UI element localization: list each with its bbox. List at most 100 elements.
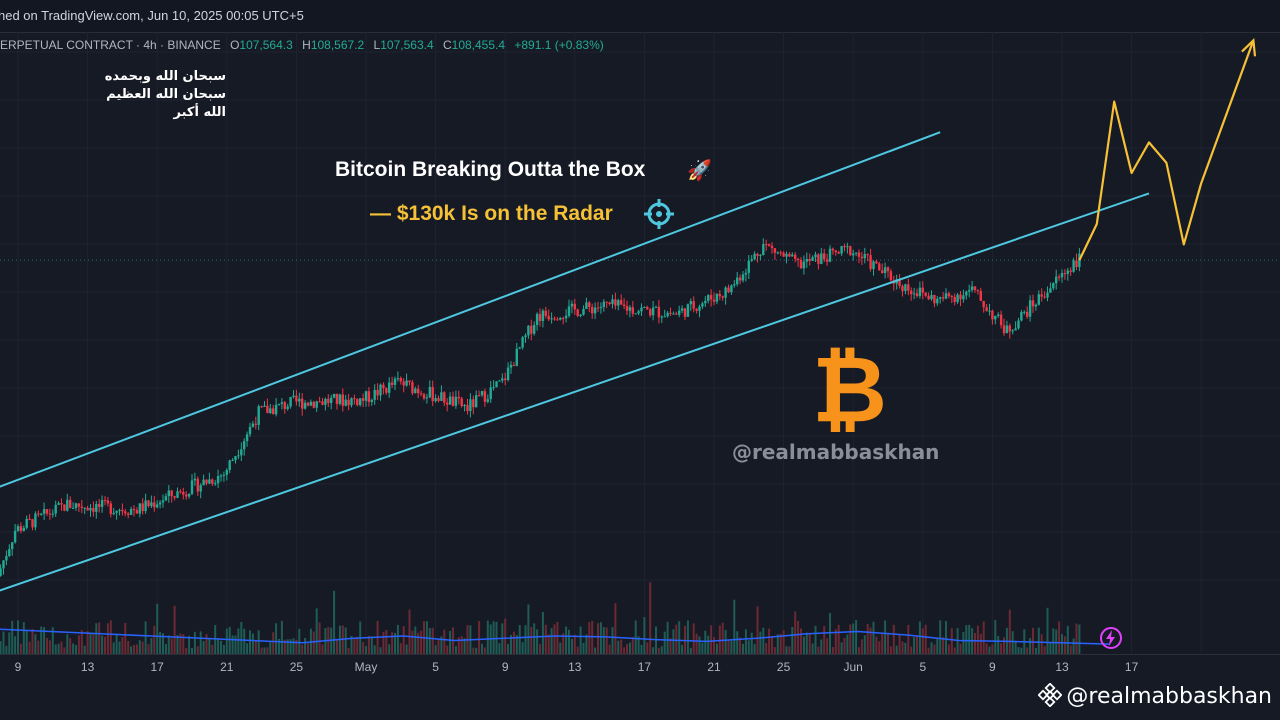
volume-bar bbox=[802, 636, 805, 654]
volume-bar bbox=[66, 634, 69, 654]
volume-bar bbox=[272, 632, 275, 654]
volume-bar bbox=[112, 642, 115, 654]
volume-bar bbox=[689, 647, 692, 654]
change-value: +891.1 (+0.83%) bbox=[514, 38, 604, 52]
volume-bar bbox=[388, 644, 391, 654]
volume-bar bbox=[634, 620, 637, 654]
volume-bar bbox=[289, 639, 292, 654]
candle-body bbox=[370, 399, 373, 403]
volume-bar bbox=[829, 613, 831, 654]
candle-body bbox=[620, 300, 623, 305]
candle-body bbox=[521, 337, 524, 348]
candle-body bbox=[834, 250, 837, 253]
candle-body bbox=[364, 391, 368, 401]
volume-bar bbox=[1066, 625, 1069, 654]
volume-bar bbox=[80, 630, 83, 654]
candle-body bbox=[741, 274, 745, 281]
volume-bar bbox=[417, 632, 420, 654]
candle-body bbox=[779, 252, 782, 254]
candle-body bbox=[985, 307, 988, 312]
candle-body bbox=[22, 527, 25, 531]
volume-bar bbox=[608, 644, 611, 654]
volume-bar bbox=[0, 641, 2, 654]
volume-bar bbox=[1008, 609, 1011, 654]
volume-bar bbox=[185, 647, 188, 654]
candle-body bbox=[573, 303, 576, 310]
volume-bar bbox=[507, 643, 510, 654]
candle-body bbox=[869, 255, 872, 269]
candle-body bbox=[643, 306, 646, 308]
volume-bar bbox=[153, 625, 156, 654]
volume-bar bbox=[475, 647, 478, 654]
volume-bar bbox=[1026, 647, 1029, 654]
volume-bar bbox=[924, 624, 927, 654]
candle-body bbox=[263, 405, 266, 407]
candle-body bbox=[182, 491, 185, 495]
candle-body bbox=[1005, 325, 1009, 334]
volume-bar bbox=[370, 636, 373, 654]
volume-bar bbox=[800, 628, 802, 654]
x-tick-label: 17 bbox=[1124, 660, 1139, 674]
volume-bar bbox=[162, 633, 164, 654]
candle-body bbox=[596, 307, 600, 309]
candle-body bbox=[202, 479, 205, 486]
candle-body bbox=[147, 500, 150, 507]
candle-body bbox=[959, 294, 962, 300]
candle-body bbox=[475, 395, 478, 408]
candle-body bbox=[40, 513, 43, 515]
volume-bar bbox=[982, 621, 985, 654]
volume-bar bbox=[260, 647, 263, 654]
candle-body bbox=[460, 398, 463, 407]
candle-body bbox=[388, 382, 391, 393]
candle-body bbox=[170, 490, 173, 497]
candle-body bbox=[765, 244, 768, 246]
volume-bar bbox=[420, 630, 423, 654]
candle-body bbox=[74, 503, 78, 508]
candle-body bbox=[483, 391, 487, 402]
open-value: 107,564.3 bbox=[239, 38, 293, 52]
candle-body bbox=[750, 259, 753, 261]
projection-arrowhead bbox=[1241, 38, 1257, 57]
volume-bar bbox=[411, 630, 414, 654]
volume-bar bbox=[942, 637, 945, 654]
candle-body bbox=[402, 381, 405, 386]
candle-body bbox=[1063, 273, 1067, 275]
volume-bar bbox=[753, 643, 756, 654]
candle-body bbox=[466, 405, 469, 412]
volume-bar bbox=[570, 638, 573, 654]
volume-bar bbox=[246, 643, 249, 654]
volume-bar bbox=[652, 647, 655, 654]
x-tick-label: 9 bbox=[989, 660, 996, 674]
candle-body bbox=[196, 478, 199, 492]
candle-body bbox=[0, 568, 2, 576]
volume-bar bbox=[1017, 647, 1020, 654]
candle-body bbox=[356, 399, 359, 406]
candle-body bbox=[306, 402, 310, 406]
volume-bar bbox=[481, 643, 483, 654]
candle-body bbox=[1057, 276, 1061, 278]
candle-body bbox=[292, 395, 295, 397]
candle-body bbox=[37, 513, 40, 515]
candle-body bbox=[498, 380, 501, 382]
candle-body bbox=[567, 306, 571, 316]
candle-body bbox=[234, 456, 237, 461]
volume-bar bbox=[904, 642, 907, 654]
volume-bar bbox=[811, 643, 814, 654]
volume-bar bbox=[280, 620, 283, 654]
candle-body bbox=[715, 293, 719, 302]
volume-bar bbox=[367, 635, 370, 654]
volume-bar bbox=[759, 631, 762, 654]
subline-text: — $130k Is on the Radar bbox=[370, 202, 613, 225]
lightning-icon[interactable] bbox=[1099, 626, 1123, 650]
projection-path bbox=[1078, 40, 1255, 261]
candle-body bbox=[953, 296, 956, 303]
candle-body bbox=[66, 499, 69, 511]
volume-bar bbox=[976, 625, 979, 654]
volume-bar bbox=[588, 622, 591, 654]
high-label: H bbox=[302, 38, 311, 52]
volume-bar bbox=[985, 643, 988, 654]
candle-body bbox=[506, 367, 510, 380]
candle-body bbox=[686, 304, 690, 317]
volume-bar bbox=[771, 636, 773, 654]
rocket-icon: 🚀 bbox=[687, 160, 712, 182]
